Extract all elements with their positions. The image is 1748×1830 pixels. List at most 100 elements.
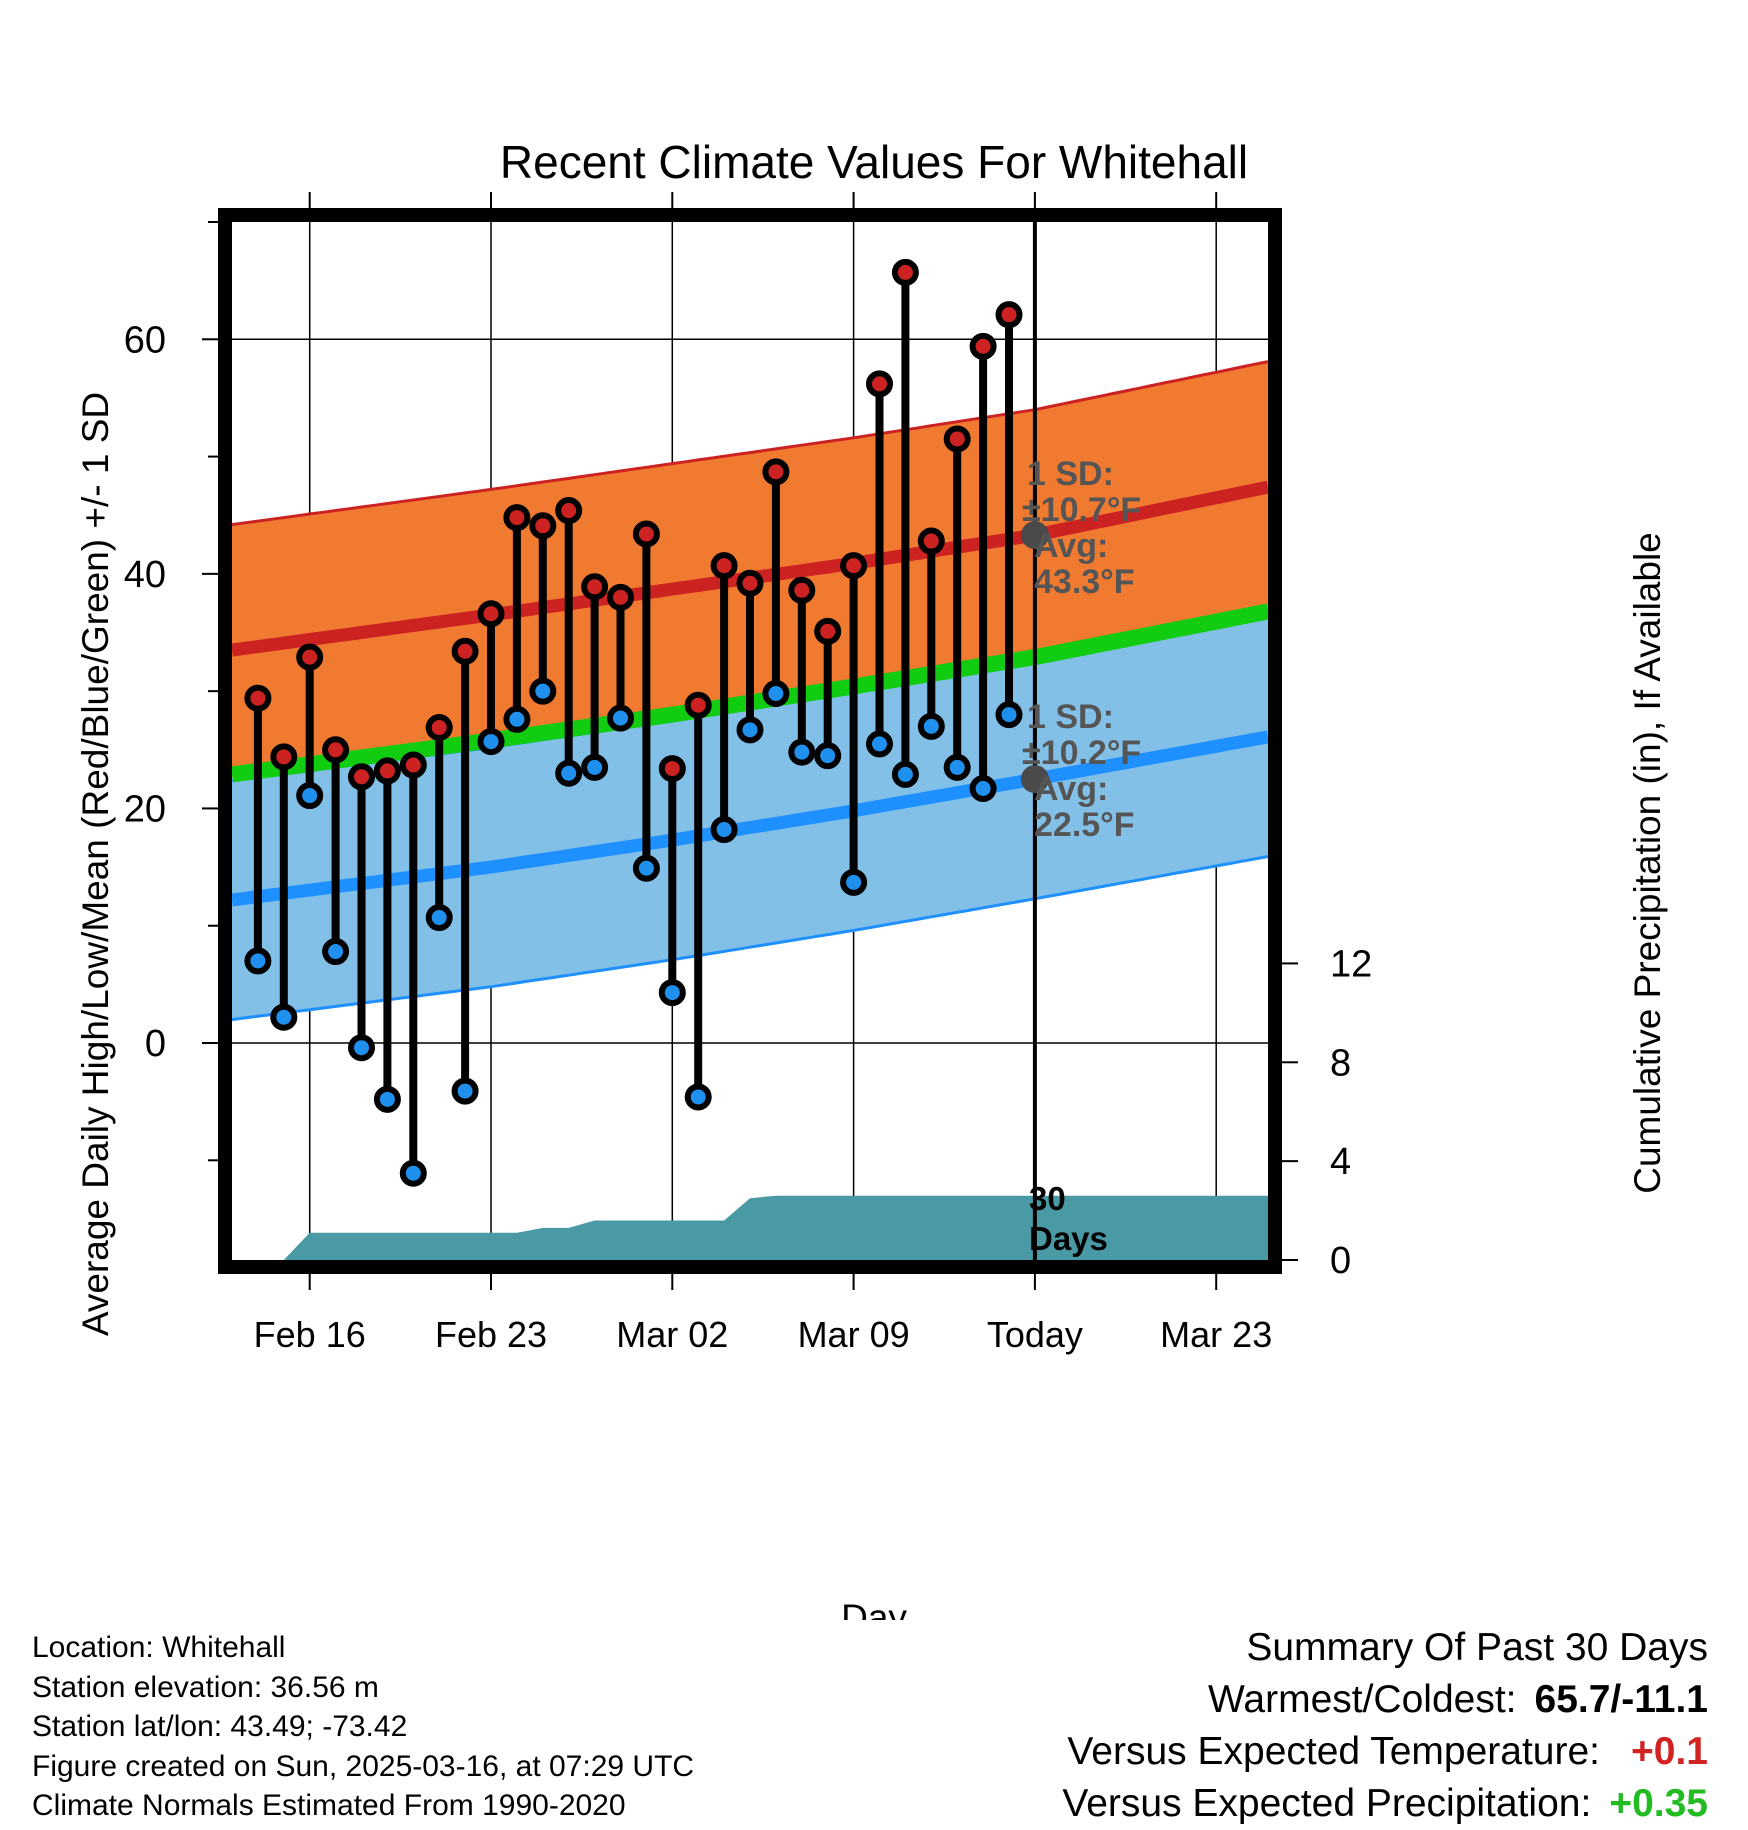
daily-high-point: [710, 552, 738, 580]
daily-high-point: [555, 497, 583, 525]
x-tick-label: Feb 23: [435, 1314, 547, 1355]
y2-axis-label: Cumulative Precipitation (in), If Availa…: [1627, 532, 1668, 1194]
today-high-normal-dot: [1020, 521, 1049, 550]
low-avg-label: Avg:: [1034, 770, 1108, 808]
daily-high-point: [684, 691, 712, 719]
daily-low-point: [917, 712, 945, 740]
station-info: Location: Whitehall Station elevation: 3…: [32, 1628, 694, 1826]
daily-low-point: [322, 938, 350, 966]
daily-high-point: [322, 736, 350, 764]
x-tick-label: Mar 09: [798, 1314, 910, 1355]
daily-high-point: [296, 643, 324, 671]
summary-heading: Summary Of Past 30 Days: [1246, 1626, 1708, 1669]
daily-high-point: [581, 573, 609, 601]
daily-high-point: [866, 370, 893, 398]
daily-high-point: [244, 684, 272, 712]
summary-warm-cold: Warmest/Coldest: 65.7/-11.1: [1062, 1674, 1708, 1726]
daily-high-point: [788, 576, 816, 604]
climate-chart: Recent Climate Values For Whitehall 1 SD…: [75, 136, 1668, 1620]
station-location: Location: Whitehall: [32, 1631, 286, 1664]
daily-high-point: [477, 600, 505, 628]
daily-high-point: [840, 552, 868, 580]
daily-high-point: [762, 458, 790, 486]
high-avg-value: 43.3°F: [1034, 563, 1135, 601]
summary-precipitation: Versus Expected Precipitation: +0.35: [1062, 1778, 1708, 1830]
y-tick-label: 60: [124, 319, 166, 361]
daily-low-point: [866, 730, 893, 758]
y-axis-label: Average Daily High/Low/Mean (Red/Blue/Gr…: [75, 392, 116, 1336]
daily-low-point: [581, 753, 609, 781]
daily-low-point: [684, 1083, 712, 1111]
temp-value: +0.1: [1631, 1730, 1708, 1773]
low-sd-lower-line: [231, 855, 1269, 1022]
daily-low-point: [348, 1034, 375, 1062]
daily-low-point: [788, 738, 816, 766]
daily-low-point: [607, 704, 634, 732]
station-latlon: Station lat/lon: 43.49; -73.42: [32, 1710, 408, 1743]
low-sd-value: ±10.2°F: [1022, 734, 1141, 772]
precip-value: +0.35: [1609, 1782, 1708, 1825]
daily-low-point: [477, 728, 505, 756]
daily-low-point: [710, 816, 738, 844]
daily-high-point: [891, 258, 919, 286]
daily-high-point: [451, 637, 479, 665]
precipitation-area: [232, 1195, 1268, 1260]
daily-low-point: [425, 904, 453, 932]
daily-high-point: [943, 425, 971, 453]
daily-high-point: [529, 512, 557, 540]
today-low-normal-dot: [1020, 765, 1049, 794]
normal-low-line: [231, 730, 1270, 907]
daily-high-point: [503, 504, 531, 532]
high-sd-label: 1 SD:: [1027, 455, 1114, 493]
daily-high-point: [348, 763, 375, 791]
daily-low-point: [736, 716, 764, 744]
daily-high-point: [995, 301, 1023, 329]
daily-low-point: [373, 1085, 401, 1113]
daily-high-point: [969, 332, 997, 360]
daily-high-point: [373, 757, 401, 785]
summary-temperature: Versus Expected Temperature: +0.1: [1062, 1726, 1708, 1778]
temp-label: Versus Expected Temperature:: [1067, 1730, 1600, 1773]
daily-low-point: [943, 753, 971, 781]
station-elevation: Station elevation: 36.56 m: [32, 1670, 379, 1704]
high-sd-upper-line: [231, 360, 1269, 527]
y2-tick-label: 0: [1330, 1240, 1351, 1282]
daily-high-point: [632, 520, 660, 548]
warm-cold-label: Warmest/Coldest:: [1208, 1678, 1517, 1721]
daily-high-point: [658, 755, 686, 783]
daily-high-point: [917, 527, 945, 555]
y-tick-label: 20: [124, 788, 166, 830]
precip-label: Versus Expected Precipitation:: [1062, 1782, 1592, 1825]
daily-low-point: [270, 1003, 298, 1031]
window-days-unit: Days: [1029, 1220, 1108, 1257]
x-tick-label: Mar 23: [1160, 1314, 1272, 1355]
daily-low-point: [244, 947, 272, 975]
daily-low-point: [503, 705, 531, 733]
daily-low-point: [451, 1077, 479, 1105]
x-axis-label: Day: [841, 1597, 907, 1620]
daily-low-point: [632, 854, 660, 882]
chart-title: Recent Climate Values For Whitehall: [500, 136, 1248, 188]
plot-frame: [218, 208, 1282, 1274]
low-avg-value: 22.5°F: [1034, 806, 1135, 844]
daily-low-point: [658, 979, 686, 1007]
daily-high-point: [814, 617, 842, 645]
daily-high-point: [607, 583, 634, 611]
figure-created: Figure created on Sun, 2025-03-16, at 07…: [32, 1749, 695, 1783]
y-tick-label: 40: [124, 554, 166, 596]
daily-low-point: [399, 1159, 427, 1187]
x-tick-label: Today: [987, 1314, 1083, 1355]
y2-tick-label: 12: [1330, 943, 1372, 985]
daily-low-point: [891, 760, 919, 788]
high-sd-value: ±10.7°F: [1022, 491, 1141, 529]
daily-low-point: [296, 782, 324, 810]
x-tick-label: Mar 02: [616, 1314, 728, 1355]
daily-low-point: [814, 742, 842, 770]
daily-low-point: [762, 679, 790, 707]
summary-panel: Summary Of Past 30 Days Warmest/Coldest:…: [1062, 1622, 1708, 1830]
climate-normals-note: Climate Normals Estimated From 1990-2020: [32, 1789, 626, 1822]
daily-low-point: [529, 677, 557, 705]
x-tick-label: Feb 16: [254, 1314, 366, 1355]
daily-high-point: [425, 714, 453, 742]
